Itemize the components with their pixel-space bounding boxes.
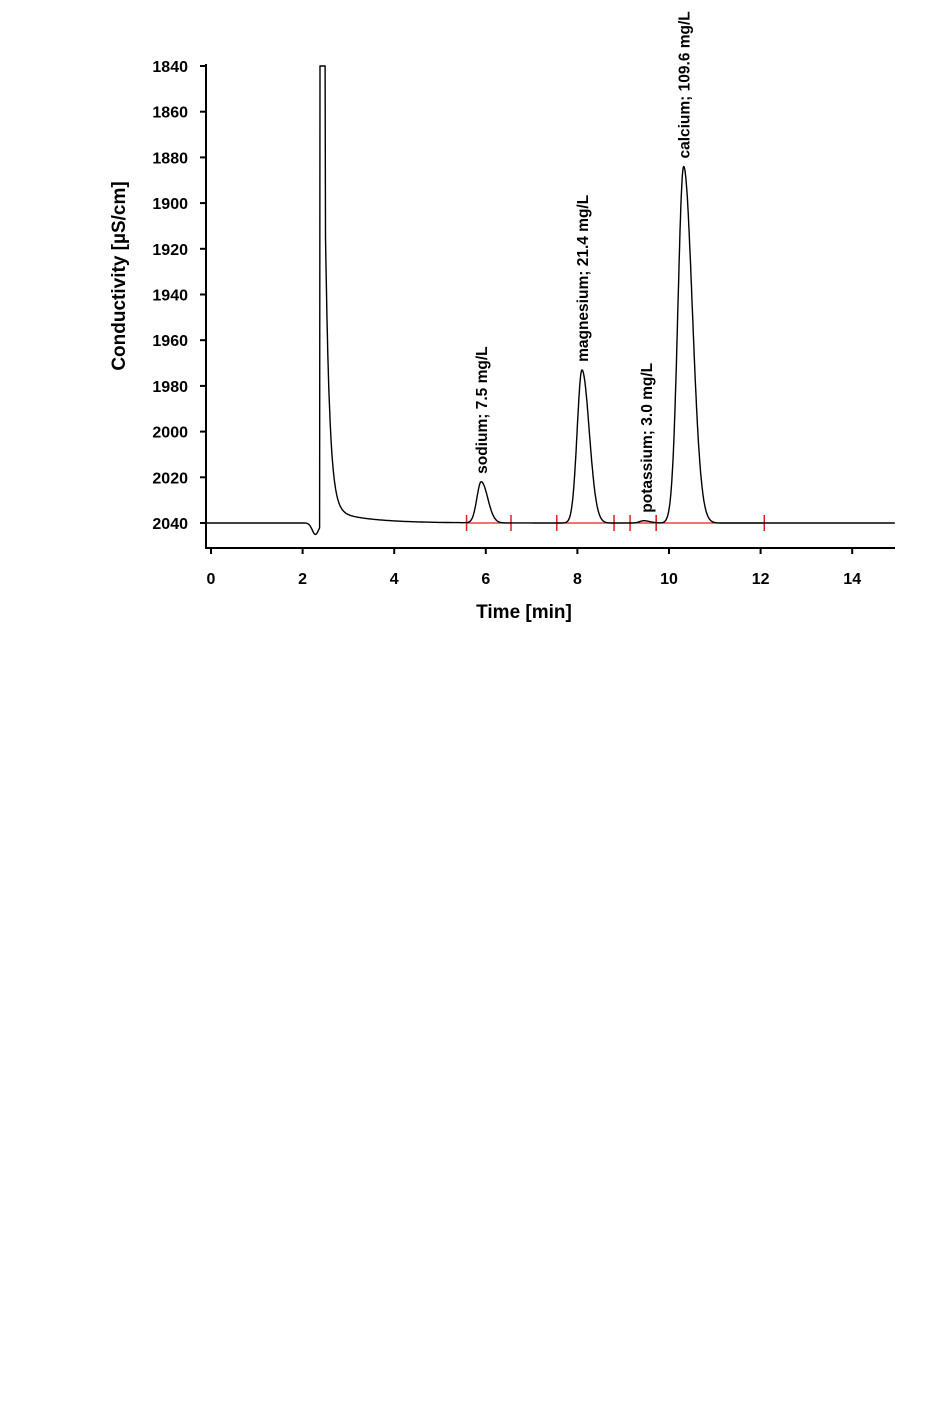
y-tick-label: 1840 (152, 59, 188, 76)
y-tick-label: 1860 (152, 105, 188, 122)
x-tick-label: 0 (207, 571, 216, 588)
peak-label: magnesium; 21.4 mg/L (575, 195, 592, 362)
peak-label: potassium; 3.0 mg/L (639, 363, 656, 513)
peak-labels: sodium; 7.5 mg/L magnesium; 21.4 mg/L pota… (474, 11, 693, 512)
peak-label: calcium; 109.6 mg/L (677, 11, 694, 158)
x-tick-label: 6 (481, 571, 490, 588)
x-tick-label: 4 (390, 571, 399, 588)
x-axis-title: Time [min] (476, 602, 572, 623)
y-tick-label: 1980 (152, 379, 188, 396)
y-tick-label: 1920 (152, 242, 188, 259)
conductivity-trace (205, 65, 896, 536)
x-tick-label: 14 (843, 571, 861, 588)
y-tick-label: 1960 (152, 333, 188, 350)
y-tick-label: 1880 (152, 150, 188, 167)
x-tick-label: 12 (752, 571, 770, 588)
x-tick-label: 10 (660, 571, 678, 588)
x-tick-label: 2 (298, 571, 307, 588)
y-tick-label: 2020 (152, 470, 188, 487)
x-axis-ticks: 0 2 4 6 8 10 12 14 (207, 548, 861, 588)
y-tick-label: 2040 (152, 516, 188, 533)
y-axis-title: Conductivity [µS/cm] (109, 181, 130, 370)
peak-label: sodium; 7.5 mg/L (474, 346, 491, 473)
y-axis-ticks: 1840 1860 1880 1900 1920 1940 1960 1980 2000 2020… (152, 59, 206, 533)
y-tick-label: 2000 (152, 425, 188, 442)
x-tick-label: 8 (573, 571, 582, 588)
y-tick-label: 1900 (152, 196, 188, 213)
y-tick-label: 1940 (152, 288, 188, 305)
